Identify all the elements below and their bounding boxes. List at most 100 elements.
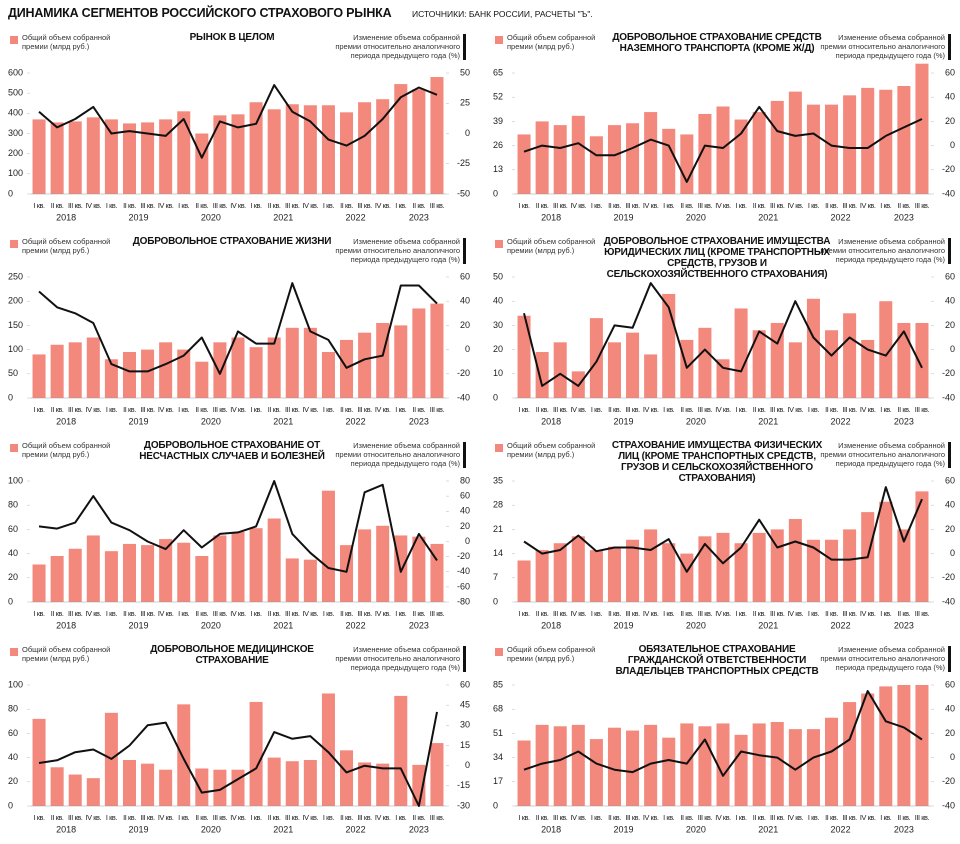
x-tick-label: IV кв.: [860, 201, 876, 210]
y2-tick-label: -40: [942, 392, 955, 402]
legend-label: Общий объем собранной премии (млрд руб.): [22, 645, 111, 663]
year-label: 2018: [56, 824, 76, 834]
x-tick-label: II кв.: [51, 201, 64, 210]
x-tick-label: III кв.: [213, 201, 228, 210]
bar: [267, 109, 281, 194]
bar: [535, 550, 549, 602]
y2-tick-label: -20: [942, 776, 955, 786]
x-tick-label: I кв.: [178, 405, 190, 414]
x-tick-label: IV кв.: [643, 201, 659, 210]
y-tick-label: 14: [493, 548, 503, 558]
x-tick-label: III кв.: [285, 201, 300, 210]
bar: [915, 491, 929, 602]
y-tick-label: 39: [493, 116, 503, 126]
x-tick-label: III кв.: [213, 813, 228, 822]
x-tick-label: III кв.: [357, 201, 372, 210]
x-tick-label: I кв.: [591, 609, 603, 618]
y-tick-label: 28: [493, 500, 503, 510]
bar: [626, 730, 640, 806]
x-tick-label: II кв.: [897, 201, 910, 210]
bar: [553, 125, 567, 194]
bar: [376, 763, 390, 806]
legend-line-swatch: [948, 646, 951, 672]
y-tick-label: 52: [493, 92, 503, 102]
x-tick-label: III кв.: [553, 609, 568, 618]
bar: [825, 717, 839, 806]
x-tick-label: IV кв.: [85, 405, 101, 414]
chart-title: ДОБРОВОЛЬНОЕ МЕДИЦИНСКОЕ СТРАХОВАНИЕ: [150, 644, 314, 666]
y2-tick-label: 60: [945, 679, 955, 689]
bar: [644, 354, 658, 398]
x-tick-label: IV кв.: [715, 405, 731, 414]
year-label: 2018: [541, 212, 561, 222]
x-tick-label: I кв.: [33, 609, 45, 618]
bar: [267, 518, 281, 602]
y-tick-label: 100: [8, 344, 23, 354]
year-label: 2019: [129, 620, 149, 630]
x-tick-label: III кв.: [915, 201, 930, 210]
x-tick-label: II кв.: [268, 405, 281, 414]
year-label: 2019: [129, 212, 149, 222]
y2-tick-label: -20: [942, 572, 955, 582]
bar: [430, 303, 444, 398]
bar: [321, 352, 335, 398]
x-tick-label: IV кв.: [85, 609, 101, 618]
y-tick-label: 50: [8, 368, 18, 378]
x-tick-label: IV кв.: [230, 813, 246, 822]
bar: [571, 115, 585, 194]
bar: [213, 769, 227, 806]
bar: [358, 102, 372, 194]
bar: [104, 119, 118, 194]
y2-tick-label: -20: [942, 164, 955, 174]
bar: [589, 136, 603, 194]
bar: [159, 119, 173, 194]
x-tick-label: II кв.: [268, 201, 281, 210]
bar: [553, 726, 567, 806]
bar: [589, 550, 603, 602]
bar: [303, 105, 317, 194]
bar: [897, 529, 911, 602]
y-tick-label: 17: [493, 776, 503, 786]
bar: [231, 337, 245, 398]
y2-tick-label: -40: [942, 188, 955, 198]
x-tick-label: II кв.: [680, 813, 693, 822]
bar: [879, 686, 893, 806]
bar: [32, 564, 46, 602]
bar: [644, 112, 658, 194]
x-tick-label: II кв.: [51, 609, 64, 618]
bar: [86, 337, 100, 398]
y2-tick-label: -20: [457, 368, 470, 378]
x-tick-label: II кв.: [51, 813, 64, 822]
bar: [177, 542, 191, 602]
x-tick-label: IV кв.: [375, 405, 391, 414]
y2-tick-label: -40: [942, 800, 955, 810]
x-tick-label: III кв.: [842, 609, 857, 618]
bar: [177, 349, 191, 398]
y-tick-label: 0: [8, 188, 13, 198]
bar: [843, 529, 857, 602]
bar: [86, 778, 100, 806]
chart-title: ОБЯЗАТЕЛЬНОЕ СТРАХОВАНИЕ ГРАЖДАНСКОЙ ОТВ…: [615, 644, 819, 677]
x-tick-label: III кв.: [285, 405, 300, 414]
x-tick-label: I кв.: [736, 201, 748, 210]
bar: [752, 330, 766, 398]
x-tick-label: III кв.: [68, 201, 83, 210]
x-tick-label: IV кв.: [230, 201, 246, 210]
y2-tick-label: 40: [945, 500, 955, 510]
y-tick-label: 30: [493, 320, 503, 330]
x-tick-label: III кв.: [625, 405, 640, 414]
bar: [843, 702, 857, 806]
bar: [412, 89, 426, 194]
year-label: 2020: [201, 824, 221, 834]
y-tick-label: 400: [8, 108, 23, 118]
bar: [535, 121, 549, 194]
y-tick-label: 40: [8, 752, 18, 762]
bar: [195, 133, 209, 194]
y2-tick-label: 0: [950, 548, 955, 558]
y-tick-label: 7: [493, 572, 498, 582]
y2-tick-label: -25: [457, 158, 470, 168]
bar: [680, 339, 694, 398]
x-tick-label: II кв.: [268, 813, 281, 822]
x-tick-label: II кв.: [195, 609, 208, 618]
year-label: 2022: [346, 416, 366, 426]
